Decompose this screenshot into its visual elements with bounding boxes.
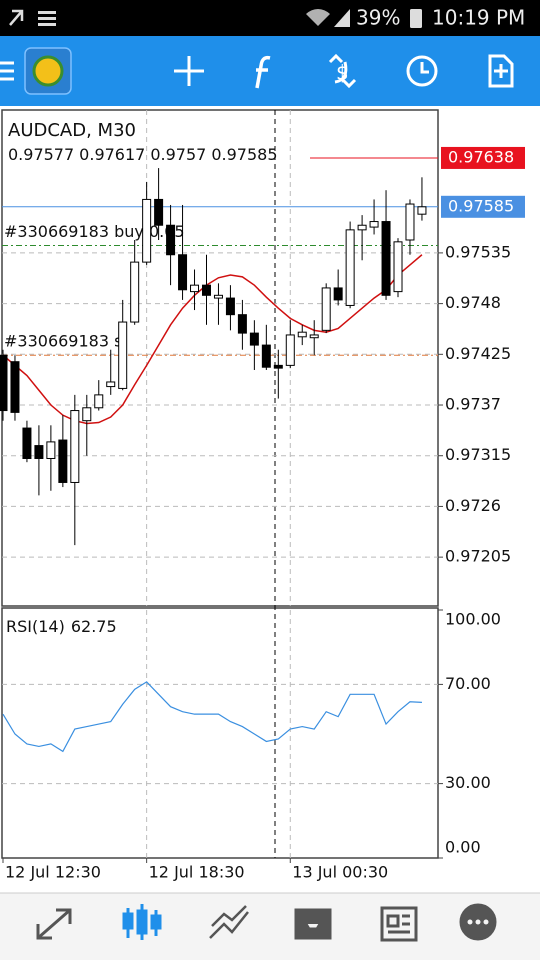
candle-body — [190, 284, 200, 293]
order-label: #330669183 buy 0.05 — [4, 222, 185, 241]
candle-body — [345, 229, 355, 306]
y-tick-label: 0.9748 — [445, 293, 501, 312]
bid-label: 0.97585 — [448, 196, 514, 215]
candle-body — [46, 441, 56, 459]
status-icons — [9, 9, 422, 28]
candle-body — [22, 427, 32, 459]
candle-body — [321, 287, 331, 331]
candle-body — [106, 381, 116, 388]
candle-body — [34, 445, 44, 459]
symbol-title: AUDCAD, M30 — [8, 120, 136, 141]
main-panel — [1, 109, 439, 607]
y-tick-label: 0.97425 — [445, 344, 511, 363]
candle-body — [237, 314, 247, 334]
y-tick-label: 0.9737 — [445, 395, 501, 414]
candle-body — [58, 439, 68, 483]
y-tick-label: 0.9726 — [445, 496, 501, 515]
rsi-line — [2, 681, 422, 753]
rsi-name: RSI(14) — [6, 617, 65, 636]
candle-body — [417, 206, 427, 215]
candle-body — [309, 334, 319, 339]
candle-body — [393, 241, 403, 293]
candle-body — [10, 361, 20, 413]
candle-body — [201, 284, 211, 296]
ohlc-value: 0.97577 — [8, 145, 74, 164]
ask-label: 0.97638 — [448, 147, 514, 166]
rsi-value: 62.75 — [71, 617, 117, 636]
rsi-tick-label: 70.00 — [445, 674, 491, 693]
rsi-tick-label: 30.00 — [445, 773, 491, 792]
clock: 10:19 PM — [432, 6, 525, 30]
candle-body — [357, 224, 367, 231]
candle-body — [178, 254, 188, 291]
candle-body — [118, 321, 128, 389]
y-tick-label: 0.97315 — [445, 445, 511, 464]
chat-dots — [467, 919, 489, 925]
candle-body — [333, 287, 343, 301]
x-tick-label: 12 Jul 12:30 — [5, 863, 101, 882]
candle-body — [166, 224, 176, 256]
candle-body — [405, 203, 415, 241]
candle-body — [369, 221, 379, 228]
candle-body — [70, 410, 80, 483]
candle-body — [261, 344, 271, 368]
rsi-title: RSI(14) 62.75 — [6, 617, 117, 636]
candle-body — [0, 354, 8, 412]
toolbar — [0, 36, 540, 106]
x-tick-label: 13 Jul 00:30 — [292, 863, 388, 882]
candle-body — [142, 198, 152, 263]
candle-body — [285, 334, 295, 366]
toolbar-icons[interactable]: $ — [0, 47, 514, 95]
y-tick-label: 0.97535 — [445, 242, 511, 261]
candle-body — [213, 294, 223, 299]
candle-body — [130, 261, 140, 323]
battery-text: 39% — [356, 6, 400, 30]
svg-text:$: $ — [336, 61, 349, 85]
order-label: #330669183 sl — [4, 332, 127, 351]
candle-body — [154, 198, 164, 226]
candle-body — [82, 407, 92, 422]
bottom-nav — [0, 893, 540, 960]
ohlc-value: 0.97585 — [211, 145, 277, 164]
bid-label-bg — [441, 195, 525, 218]
y-tick-label: 0.97205 — [445, 547, 511, 566]
candle-body — [249, 332, 259, 346]
candle-body — [225, 297, 235, 316]
candle-body — [94, 394, 104, 409]
candle-body — [297, 331, 307, 338]
x-tick-label: 12 Jul 18:30 — [149, 863, 245, 882]
ohlc-value: 0.9757 — [150, 145, 206, 164]
rsi-tick-label: 100.00 — [445, 610, 501, 629]
ohlc-header: 0.97577 0.97617 0.9757 0.97585 — [8, 145, 278, 164]
ask-label-bg — [441, 146, 525, 169]
ohlc-value: 0.97617 — [79, 145, 145, 164]
candle-body — [273, 364, 283, 369]
status-bar — [0, 0, 540, 36]
rsi-tick-label: 0.00 — [445, 838, 481, 857]
rsi-panel — [1, 607, 439, 859]
candle-body — [381, 221, 391, 296]
